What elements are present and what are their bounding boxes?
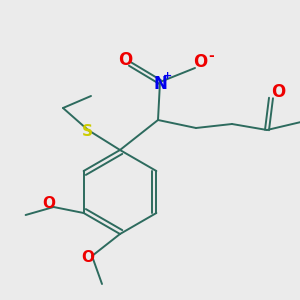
Text: N: N [153, 75, 167, 93]
Text: O: O [193, 53, 207, 71]
Text: O: O [118, 51, 132, 69]
Text: -: - [208, 49, 214, 63]
Text: O: O [42, 196, 55, 211]
Text: +: + [164, 71, 172, 81]
Text: S: S [82, 124, 92, 140]
Text: O: O [271, 83, 285, 101]
Text: O: O [82, 250, 94, 266]
